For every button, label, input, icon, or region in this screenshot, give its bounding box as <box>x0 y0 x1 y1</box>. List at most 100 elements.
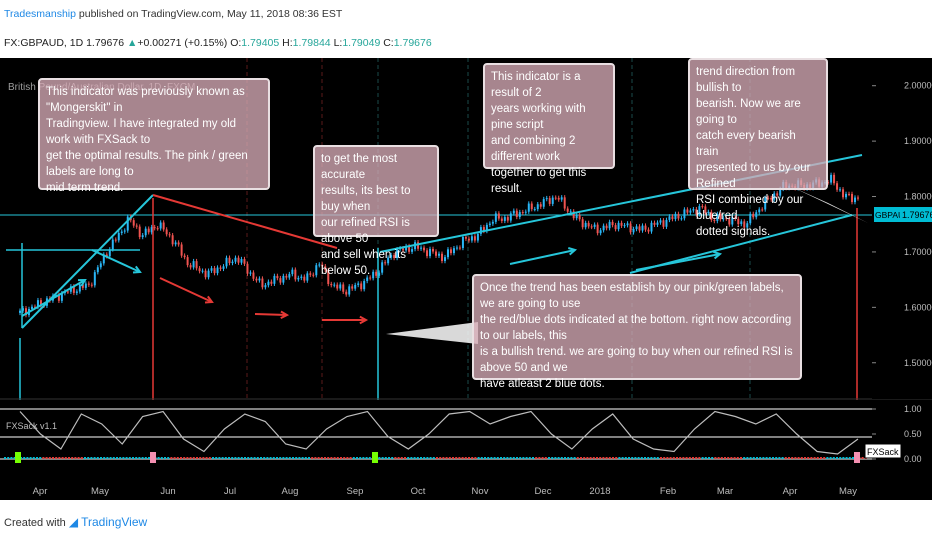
candle-body <box>267 281 270 286</box>
footer-text: Created with <box>4 517 66 529</box>
candle-body <box>764 197 767 210</box>
candle-body <box>60 293 63 301</box>
candle-body <box>258 278 261 281</box>
annotation-note-3[interactable]: This indicator is a result of 2 years wo… <box>483 63 615 195</box>
candle-body <box>279 278 282 283</box>
candle-body <box>144 228 147 236</box>
blue-signal-dot <box>10 457 13 459</box>
blue-signal-dot <box>359 457 362 459</box>
annotation-note-5[interactable]: Once the trend has been establish by our… <box>472 274 802 390</box>
red-signal-dot <box>599 457 602 459</box>
candle-body <box>476 233 479 241</box>
red-signal-dot <box>311 457 314 459</box>
candle-body <box>515 210 518 217</box>
candle-body <box>452 248 455 254</box>
candle-body <box>518 212 521 217</box>
blue-signal-dot <box>112 457 115 459</box>
publisher-name[interactable]: Tradesmanship <box>4 8 76 20</box>
red-signal-dot <box>170 457 173 459</box>
candle-body <box>599 230 602 234</box>
blue-signal-dot <box>13 457 16 459</box>
candle-body <box>54 294 57 296</box>
osc-axis-background <box>872 400 932 482</box>
candle-body <box>473 236 476 241</box>
candle-body <box>479 227 482 234</box>
red-signal-dot <box>612 457 614 459</box>
red-signal-dot <box>189 457 192 459</box>
candle-body <box>590 226 593 228</box>
candle-body <box>728 218 731 225</box>
candle-body <box>165 229 168 235</box>
note-line: presented to us by our Refined <box>696 162 811 190</box>
candle-body <box>506 217 509 221</box>
blue-signal-dot <box>493 457 496 459</box>
annotation-note-2[interactable]: to get the most accurate results, its be… <box>313 145 439 277</box>
candle-body <box>575 215 578 219</box>
blue-signal-dot <box>231 457 234 459</box>
candle-body <box>297 277 300 280</box>
blue-signal-dot <box>781 457 784 459</box>
blue-signal-dot <box>631 457 634 459</box>
osc-tag-box <box>864 443 902 459</box>
red-signal-dot <box>605 457 608 459</box>
candle-body <box>548 198 551 204</box>
price-axis: 2.00000 1.90000 1.80000 1.70000 1.60000 1.500… <box>872 58 932 399</box>
candle-body <box>177 242 180 245</box>
time-tick-label: Dec <box>535 486 552 497</box>
blue-signal-dot <box>362 457 365 459</box>
red-signal-dot <box>349 457 352 459</box>
trend-label-marker <box>150 452 156 463</box>
candle-body <box>668 216 671 220</box>
blue-signal-dot <box>167 457 170 459</box>
candle-body <box>509 213 512 221</box>
candle-body <box>117 232 120 241</box>
candle-body <box>141 235 144 238</box>
blue-signal-dot <box>477 457 480 459</box>
ohlc-value: 1.79049 <box>342 37 381 49</box>
annotation-note-1[interactable]: This indicator was previously known as "… <box>38 78 270 194</box>
blue-signal-dot <box>122 457 125 459</box>
blue-signal-dot <box>272 457 275 459</box>
candle-body <box>842 189 845 198</box>
candle-body <box>309 273 312 275</box>
blue-signal-dot <box>775 457 778 459</box>
candle-body <box>90 284 93 286</box>
candle-body <box>704 206 707 214</box>
ohlc-label: C: <box>383 37 394 49</box>
red-signal-dot <box>820 457 822 459</box>
arrow-head <box>77 278 87 287</box>
oscillator-label: FXSack v1.1 <box>6 421 57 431</box>
candle-body <box>626 223 629 226</box>
candle-body <box>623 225 626 227</box>
annotation-note-4[interactable]: trend direction from bullish to bearish.… <box>688 58 828 238</box>
footer-brand[interactable]: TradingView <box>81 515 148 529</box>
blue-signal-dot <box>119 457 122 459</box>
note-line: This indicator was previously known as "… <box>46 86 245 114</box>
candle-body <box>584 222 587 228</box>
candle-body <box>408 246 411 252</box>
red-signal-dot <box>679 457 682 459</box>
blue-signal-dot <box>253 457 256 459</box>
time-tick-label: May <box>91 486 109 497</box>
blue-signal-dot <box>762 457 765 459</box>
candle-body <box>183 255 186 258</box>
candle-body <box>638 226 641 231</box>
time-tick-label: Mar <box>717 486 733 497</box>
candle-body <box>189 265 192 268</box>
ohlc-bar: FX:GBPAUD, 1D 1.79676 ▲+0.00271 (+0.15%)… <box>4 37 432 49</box>
candle-body <box>701 206 704 208</box>
blue-signal-dot <box>36 457 38 459</box>
time-tick-label: May <box>839 486 857 497</box>
ohlc-value: 1.79405 <box>241 37 280 49</box>
note-line: together to get this result. <box>491 167 587 195</box>
candle-body <box>111 239 114 250</box>
tradingview-logo-icon: ◢ <box>68 515 79 529</box>
red-signal-dot <box>666 457 669 459</box>
blue-signal-dot <box>32 457 35 459</box>
blue-signal-dot <box>839 457 842 459</box>
blue-signal-dot <box>522 457 525 459</box>
candle-body <box>306 273 309 281</box>
candle-body <box>854 197 857 203</box>
blue-signal-dot <box>621 457 624 459</box>
candle-body <box>162 222 165 230</box>
